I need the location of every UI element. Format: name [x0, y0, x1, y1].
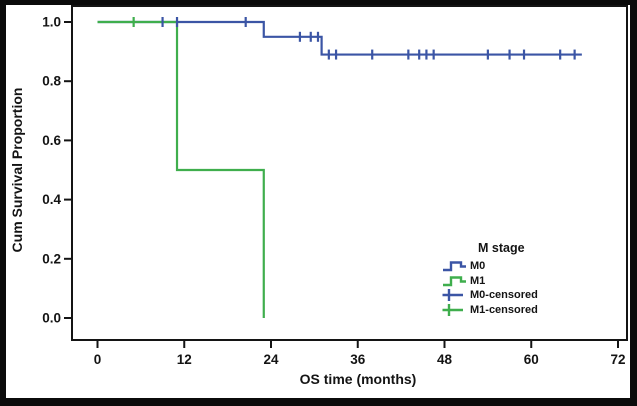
plot-area: 0 12 24 36 48 60 72 0.0 0.2 0.4 0.6 0.8 1.0 [42, 5, 628, 367]
km-survival-chart: 0 12 24 36 48 60 72 0.0 0.2 0.4 0.6 0.8 1.0 Cum Surv… [9, 5, 628, 387]
legend-item-label: M1-censored [470, 303, 538, 316]
step-line-icon [443, 276, 466, 286]
step-line-icon [443, 261, 466, 272]
x-tick-label: 72 [610, 352, 625, 367]
legend-item-m1: M1 [442, 274, 592, 289]
x-tick-label: 12 [177, 352, 192, 367]
legend: M stage M0 M1 M0-censored M1-censored [442, 241, 592, 317]
plot-border [71, 5, 628, 341]
legend-item-label: M1 [470, 274, 486, 287]
series-m1-curve [97, 20, 265, 318]
legend-item-m0-censored: M0-censored [442, 288, 592, 303]
series-m0-curve [97, 20, 582, 56]
step-glyph [443, 276, 466, 286]
legend-items: M0 M1 M0-censored M1-censored [442, 259, 592, 317]
y-tick-label: 0.4 [42, 192, 61, 207]
legend-title: M stage [478, 241, 525, 255]
y-axis-title: Cum Survival Proportion [9, 88, 25, 253]
plus-glyph [442, 289, 463, 302]
censored-plus-icon [442, 289, 463, 302]
censored-plus-icon [442, 303, 463, 316]
x-tick-label: 60 [524, 352, 539, 367]
x-tick-label: 24 [263, 352, 279, 367]
y-tick-label: 0.0 [42, 311, 61, 326]
plus-glyph [442, 303, 463, 316]
x-tick-label: 48 [437, 352, 453, 367]
y-tick-label: 1.0 [42, 15, 61, 30]
y-tick-label: 0.8 [42, 74, 61, 89]
legend-item-label: M0 [470, 260, 486, 273]
x-tick-label: 0 [94, 352, 102, 367]
legend-item-label: M0-censored [470, 289, 538, 302]
legend-item-m0: M0 [442, 259, 592, 274]
x-axis-title: OS time (months) [300, 371, 417, 387]
x-tick-label: 36 [350, 352, 366, 367]
y-tick-label: 0.2 [42, 251, 61, 266]
legend-item-m1-censored: M1-censored [442, 303, 592, 318]
step-glyph [443, 261, 466, 272]
y-tick-label: 0.6 [42, 133, 61, 148]
